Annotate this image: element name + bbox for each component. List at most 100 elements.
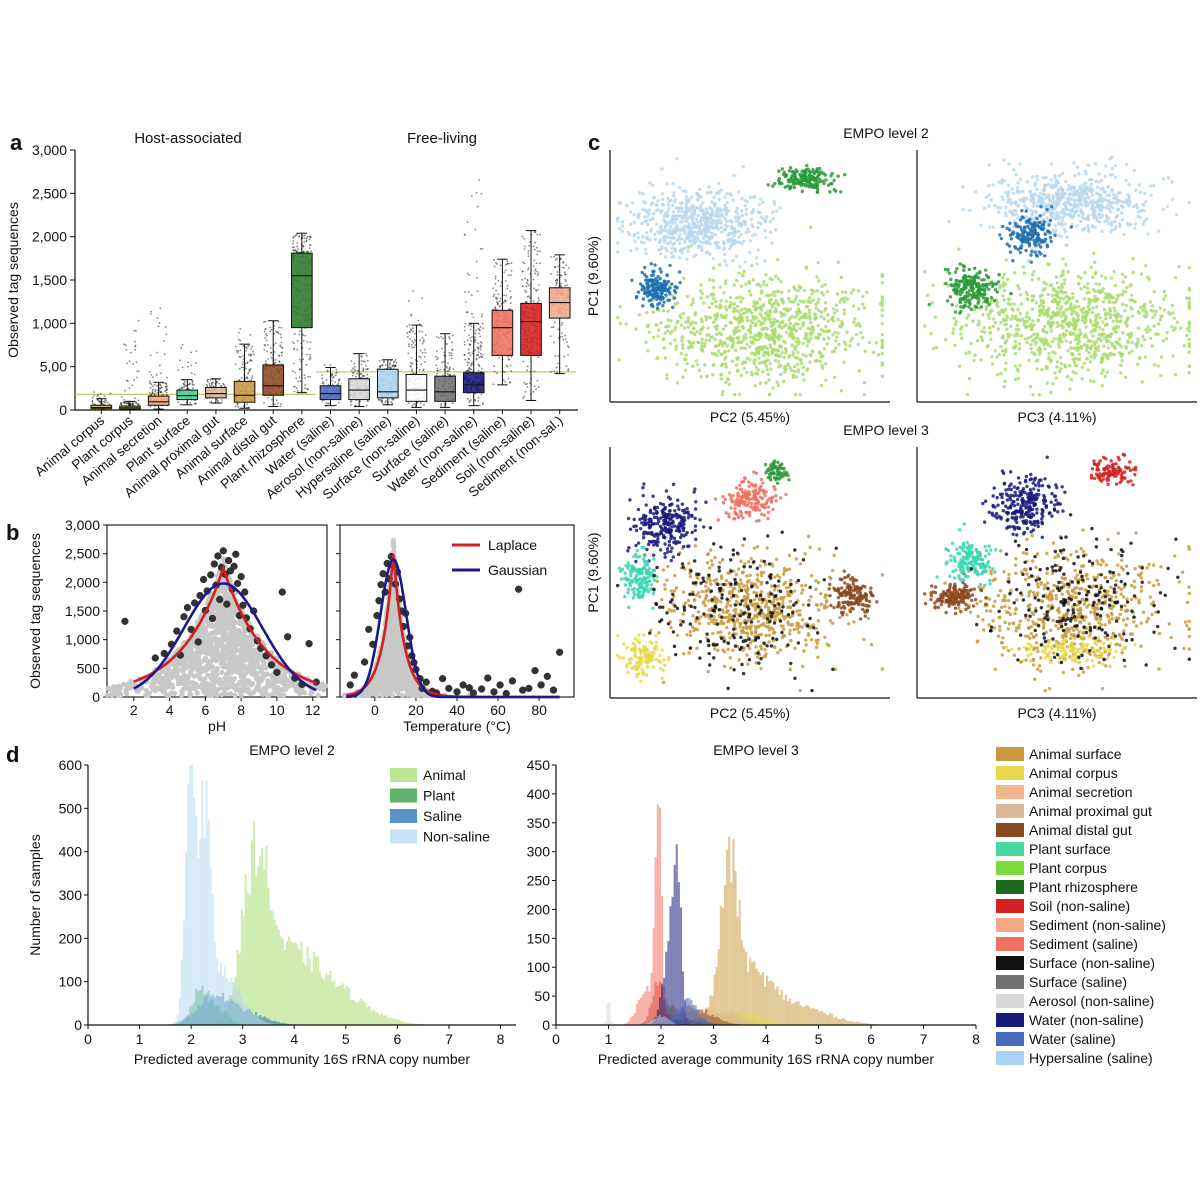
box-point (158, 322, 161, 324)
box-point (161, 393, 164, 396)
box-point (156, 317, 159, 320)
box-point (205, 383, 208, 386)
box-point (137, 399, 140, 402)
background-point (206, 661, 212, 668)
box-point (493, 259, 495, 261)
box-point (223, 383, 225, 386)
box-point (281, 351, 284, 354)
box-point (362, 360, 365, 363)
background-point (223, 691, 229, 697)
box-point (190, 372, 193, 375)
box-point (468, 370, 470, 373)
box-point (296, 348, 299, 351)
box-point (414, 343, 417, 346)
box-point (381, 363, 384, 366)
box-point (477, 347, 479, 350)
box-point (536, 270, 538, 273)
box-point (158, 364, 161, 367)
background-point (283, 685, 289, 691)
box-point (234, 405, 237, 408)
box-point (564, 280, 567, 283)
background-point (214, 649, 221, 655)
box-point (550, 326, 553, 329)
box-point (524, 277, 526, 280)
box-point (119, 403, 122, 405)
box-point (367, 400, 369, 403)
box-point (441, 361, 443, 364)
box-point (337, 382, 340, 385)
box-point (303, 234, 306, 237)
box-point (149, 354, 152, 357)
box-point (334, 374, 337, 377)
box-point (445, 365, 448, 368)
box-point (299, 380, 302, 383)
box-point (562, 338, 565, 341)
box-point (242, 345, 245, 347)
box-point (474, 339, 476, 342)
box-point (137, 403, 140, 405)
box-point (440, 335, 443, 338)
box-point (150, 383, 153, 386)
box-point (469, 337, 472, 339)
box-point (499, 297, 502, 300)
box-point (321, 382, 324, 385)
box-point (448, 368, 451, 370)
box-point (565, 264, 567, 266)
box-point (350, 360, 353, 362)
data-point (151, 654, 159, 662)
box-point (564, 273, 566, 276)
box-point (447, 369, 450, 372)
box-point (108, 403, 111, 405)
box-point (474, 349, 477, 351)
box-point (552, 326, 555, 329)
box-point (446, 370, 449, 373)
box-point (354, 370, 357, 372)
box-point (165, 387, 168, 390)
box (176, 389, 199, 401)
box-point (563, 271, 566, 274)
background-point (232, 692, 238, 698)
background-point (229, 678, 235, 684)
background-point (234, 654, 241, 660)
box-point (498, 300, 501, 302)
box-point (365, 368, 367, 371)
box-point (537, 386, 540, 389)
box-point (556, 371, 558, 374)
box-point (124, 344, 127, 346)
background-point (214, 671, 220, 678)
box-point (526, 382, 528, 385)
box-point (269, 330, 272, 333)
background-point (206, 681, 213, 688)
box-point (293, 390, 296, 393)
x-tick-label: 60 (490, 702, 506, 718)
box-point (418, 330, 421, 333)
box-point (190, 351, 193, 354)
box-point (506, 287, 509, 290)
box-point (393, 360, 396, 363)
box-point (413, 346, 415, 349)
box-point (534, 241, 537, 244)
data-point (121, 617, 129, 625)
box-point (274, 361, 277, 364)
box-point (126, 362, 129, 365)
box-point (384, 401, 387, 404)
box-point (566, 341, 568, 344)
box-point (468, 324, 470, 327)
box-point (366, 354, 368, 357)
x-tick-label: 40 (449, 702, 465, 718)
box-point (378, 365, 381, 368)
box-point (337, 379, 340, 382)
box-point (481, 327, 484, 329)
box-point (267, 396, 270, 399)
box-point (442, 337, 444, 340)
box-point (351, 374, 354, 377)
box-point (479, 326, 482, 328)
box-point (280, 341, 283, 344)
background-point (197, 633, 203, 639)
background-point (179, 688, 185, 695)
box-point (468, 361, 470, 364)
background-point (194, 658, 200, 665)
box-point (133, 340, 136, 343)
background-point (210, 654, 216, 660)
